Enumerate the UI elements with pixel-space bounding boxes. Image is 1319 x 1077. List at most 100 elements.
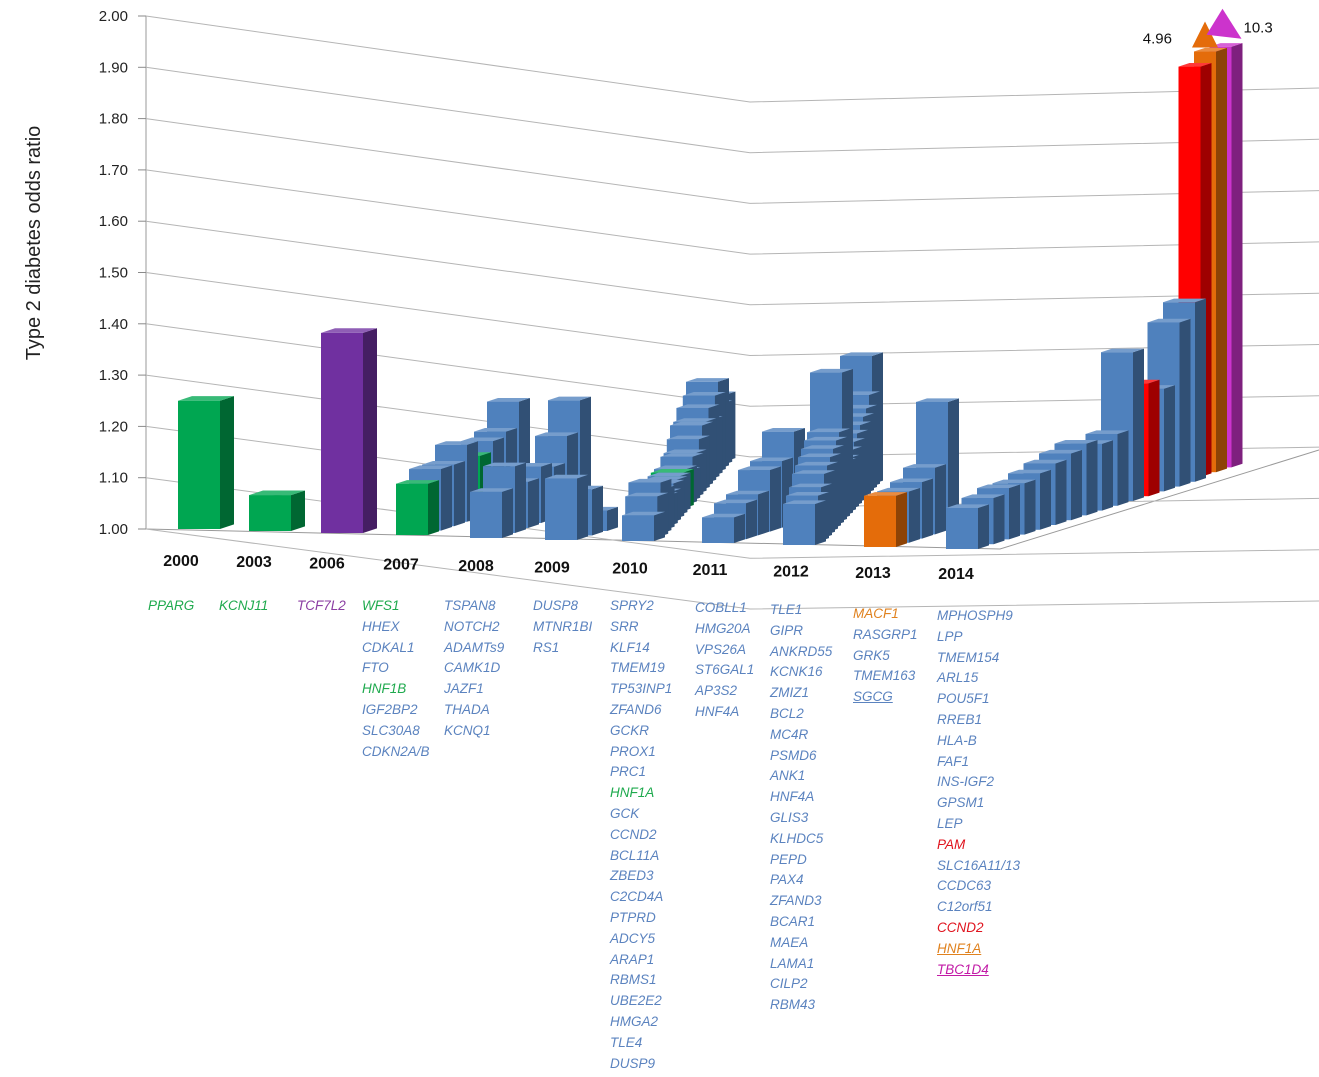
gene-list-2010: SPRY2 SRR KLF14 TMEM19 TP53INP1 ZFAND6 GCKR PRO… bbox=[610, 596, 672, 1074]
gene-label: BCL2 bbox=[770, 705, 804, 721]
gene-label: GPSM1 bbox=[937, 795, 985, 811]
gene-label: GIPR bbox=[770, 622, 804, 638]
y-tick-label: 1.50 bbox=[99, 265, 128, 282]
gridline bbox=[145, 66, 1319, 154]
bar-tcf7l2 bbox=[321, 328, 377, 533]
callout-hnf1a: 4.96 bbox=[1143, 31, 1172, 48]
gridline bbox=[145, 15, 1319, 103]
gene-label: GCKR bbox=[610, 722, 650, 738]
gene-label: ST6GAL1 bbox=[695, 662, 755, 678]
x-tick-label: 2010 bbox=[612, 561, 648, 578]
bar-tle1 bbox=[783, 500, 826, 545]
gene-label: GRK5 bbox=[853, 647, 890, 663]
gene-label: PAM bbox=[937, 836, 966, 852]
gene-label: HLA-B bbox=[937, 732, 977, 748]
y-tick-label: 1.40 bbox=[99, 316, 128, 333]
gene-label: PTPRD bbox=[610, 909, 656, 925]
gene-label: KLF14 bbox=[610, 639, 650, 655]
gridline bbox=[145, 169, 1319, 255]
gene-label: HMG20A bbox=[695, 620, 751, 636]
arrow-hnf1a-off-scale bbox=[1192, 21, 1218, 48]
gene-label: RBM43 bbox=[770, 997, 816, 1013]
gridline bbox=[145, 220, 1319, 306]
gene-label: HNF1A bbox=[937, 940, 982, 956]
gene-label: C12orf51 bbox=[937, 899, 993, 915]
gene-label: TLE1 bbox=[770, 602, 803, 617]
gene-label: JAZF1 bbox=[444, 681, 484, 697]
gridline bbox=[145, 528, 1319, 610]
gene-label: HNF4A bbox=[695, 703, 740, 719]
y-tick-label: 1.00 bbox=[99, 521, 128, 538]
gene-label: CILP2 bbox=[770, 976, 808, 992]
gridline bbox=[145, 272, 1319, 357]
gene-label: BCAR1 bbox=[770, 913, 816, 929]
gene-label: CDKAL1 bbox=[362, 639, 415, 655]
bar-pparg bbox=[178, 396, 234, 529]
gene-label: FAF1 bbox=[937, 753, 970, 769]
x-tick-label: 2007 bbox=[383, 557, 419, 574]
gene-list-2011: COBLL1 HMG20A VPS26A ST6GAL1 AP3S2 HNF4A bbox=[695, 598, 754, 723]
gene-label: TSPAN8 bbox=[444, 598, 496, 613]
y-tick-label: 1.10 bbox=[99, 470, 128, 487]
gene-label: PROX1 bbox=[610, 743, 656, 759]
gene-label: PSMD6 bbox=[770, 747, 817, 763]
gene-label: INS-IGF2 bbox=[937, 774, 995, 790]
gene-label: WFS1 bbox=[362, 598, 400, 613]
gene-label: CCND2 bbox=[610, 826, 657, 842]
gene-label: LAMA1 bbox=[770, 955, 815, 971]
gene-label: GLIS3 bbox=[770, 809, 809, 825]
gene-label: SLC30A8 bbox=[362, 722, 420, 738]
gene-label: KCNJ11 bbox=[219, 598, 269, 613]
gene-label: TBC1D4 bbox=[937, 961, 989, 977]
gene-label: BCL11A bbox=[610, 847, 660, 863]
gene-label: HMGA2 bbox=[610, 1013, 659, 1029]
x-tick-label: 2003 bbox=[236, 554, 272, 571]
gridline bbox=[145, 118, 1319, 204]
bar-cobll1 bbox=[702, 513, 745, 543]
y-tick-label: 1.90 bbox=[99, 59, 128, 76]
gene-label: DUSP9 bbox=[610, 1055, 656, 1071]
bar-mphosph9 bbox=[946, 504, 989, 549]
gene-label: TMEM163 bbox=[853, 668, 916, 684]
y-tick-label: 2.00 bbox=[99, 8, 128, 25]
y-tick-label: 1.70 bbox=[99, 162, 128, 179]
gene-label: MTNR1BI bbox=[533, 618, 593, 634]
gene-list-2000: PPARG bbox=[148, 596, 194, 617]
callouts: 4.96 10.3 bbox=[1143, 8, 1273, 48]
gene-label: ANKRD55 bbox=[770, 643, 833, 659]
gene-label: SGCG bbox=[853, 689, 893, 705]
gene-list-2013: MACF1 RASGRP1 GRK5 TMEM163 SGCG bbox=[853, 604, 918, 708]
bar-tspan8 bbox=[470, 488, 513, 538]
gene-label: MACF1 bbox=[853, 606, 899, 621]
gene-label: ADAMTs9 bbox=[444, 639, 505, 655]
gene-label: ARAP1 bbox=[610, 951, 655, 967]
gene-label: RASGRP1 bbox=[853, 626, 918, 642]
y-axis: Type 2 diabetes odds ratio 1.00 1.10 1.20 1… bbox=[23, 8, 128, 538]
gene-label: CCND2 bbox=[937, 919, 984, 935]
gene-label: KCNK16 bbox=[770, 664, 823, 680]
x-tick-label: 2012 bbox=[773, 563, 809, 580]
bar-macf1 bbox=[864, 492, 907, 547]
gene-label: RBMS1 bbox=[610, 972, 657, 988]
bar-series bbox=[178, 43, 1243, 549]
gene-label: POU5F1 bbox=[937, 691, 990, 707]
gene-label: THADA bbox=[444, 701, 490, 717]
gene-label: TP53INP1 bbox=[610, 681, 673, 697]
gene-label: MAEA bbox=[770, 934, 809, 950]
gene-label: TMEM19 bbox=[610, 660, 665, 676]
gene-label: RREB1 bbox=[937, 711, 983, 727]
gene-label: LPP bbox=[937, 628, 963, 644]
gene-label: SPRY2 bbox=[610, 598, 654, 613]
x-tick-label: 2011 bbox=[693, 562, 728, 579]
x-axis: 2000 2003 2006 2007 2008 2009 2010 2011 2012 2013… bbox=[163, 553, 974, 583]
gene-label: COBLL1 bbox=[695, 600, 747, 615]
gene-label: PPARG bbox=[148, 598, 195, 613]
gene-label: GCK bbox=[610, 805, 640, 821]
gene-label: ZFAND3 bbox=[770, 893, 822, 909]
bar-dusp8 bbox=[545, 474, 588, 540]
gene-label: LEP bbox=[937, 815, 963, 831]
y-tick-label: 1.60 bbox=[99, 213, 128, 230]
gene-label: CAMK1D bbox=[444, 660, 501, 676]
x-tick-label: 2008 bbox=[458, 558, 494, 575]
